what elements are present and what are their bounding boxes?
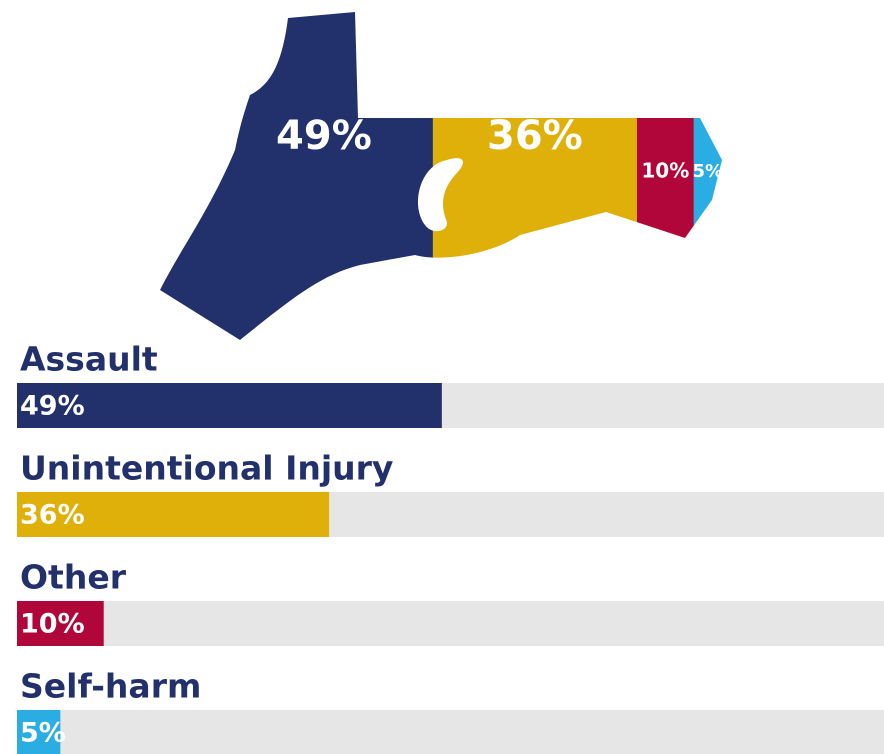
bar-value-label: 36% xyxy=(20,500,85,531)
bar-track xyxy=(17,710,884,754)
category-label: Assault xyxy=(20,340,158,379)
gun-value-label: 10% xyxy=(641,159,689,183)
category-label: Other xyxy=(20,558,127,597)
gun-segment xyxy=(433,0,638,360)
category-label: Unintentional Injury xyxy=(20,449,393,488)
bar-value-label: 10% xyxy=(20,609,85,640)
bar-value-label: 49% xyxy=(20,391,85,422)
gun-value-label: 5% xyxy=(693,161,724,182)
bar-value-label: 5% xyxy=(20,718,66,749)
gun-segment xyxy=(155,0,434,360)
bar-track xyxy=(17,601,884,646)
gun-value-label: 49% xyxy=(276,113,372,159)
infographic: 49%36%10%5% Assault49%Unintentional Inju… xyxy=(0,0,884,754)
bar-list: Assault 49% Unintentional Injury 36% Other 10… xyxy=(17,340,884,754)
gun-value-label: 36% xyxy=(487,113,583,159)
category-label: Self-harm xyxy=(20,667,201,706)
